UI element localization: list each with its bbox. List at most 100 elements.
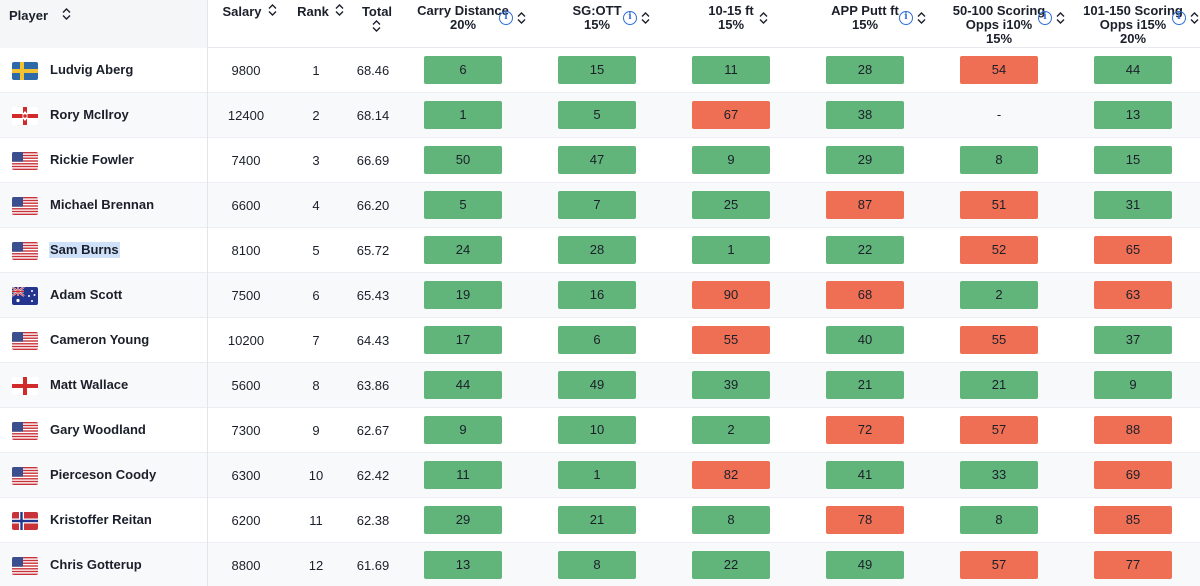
stat-value-cell: 9 (424, 416, 502, 444)
player-name[interactable]: Gary Woodland (50, 422, 146, 437)
sort-icon[interactable] (268, 4, 277, 16)
player-header-label: Player (9, 8, 49, 23)
table-row[interactable]: Cameron Young 10200 7 64.43 17 6 55 40 55 37 (0, 318, 1200, 363)
stat-value-cell: 6 (558, 326, 636, 354)
player-cell[interactable]: Sam Burns (0, 228, 208, 273)
sort-icon[interactable] (517, 12, 526, 24)
player-name[interactable]: Matt Wallace (50, 377, 129, 392)
player-name[interactable]: Chris Gotterup (50, 557, 142, 572)
player-cell[interactable]: Rickie Fowler (0, 138, 208, 183)
table-row[interactable]: Michael Brennan 6600 4 66.20 5 7 25 87 51 31 (0, 183, 1200, 228)
stat-header-line1: 50-100 Scoring (952, 3, 1046, 18)
stat-header-label: SG:OTT 15% (527, 4, 667, 32)
table-row[interactable]: Rickie Fowler 7400 3 66.69 50 47 9 29 8 15 (0, 138, 1200, 183)
stat-value-cell: 13 (1094, 101, 1172, 129)
player-cell[interactable]: Pierceson Coody (0, 453, 208, 498)
player-name[interactable]: Pierceson Coody (50, 467, 157, 482)
rank-value: 11 (309, 513, 323, 528)
table-row[interactable]: Adam Scott 7500 6 65.43 19 16 90 68 2 63 (0, 273, 1200, 318)
player-cell[interactable]: Gary Woodland (0, 408, 208, 453)
stat-value-cell: 2 (960, 281, 1038, 309)
sort-icon[interactable] (62, 8, 71, 20)
info-icon[interactable]: i (499, 11, 513, 25)
stat-header-cell[interactable]: APP Putt ft 15% i (795, 0, 935, 48)
stat-header-line1: 101-150 Scoring (1083, 3, 1183, 18)
sort-icon[interactable] (1190, 12, 1199, 24)
stat-header-line1: 10-15 ft (708, 3, 754, 18)
stat-header-line2: 15% (583, 17, 611, 32)
total-header-cell[interactable]: Total (358, 0, 398, 48)
stat-value-cell: 37 (1094, 326, 1172, 354)
player-cell[interactable]: Chris Gotterup (0, 543, 208, 586)
table-row[interactable]: Kristoffer Reitan 6200 11 62.38 29 21 8 78 8 85 (0, 498, 1200, 543)
sort-icon[interactable] (759, 12, 768, 24)
table-row[interactable]: Pierceson Coody 6300 10 62.42 11 1 82 41 33 69 (0, 453, 1200, 498)
stat-value-cell: 52 (960, 236, 1038, 264)
stat-header-cell[interactable]: 101-150 Scoring Opps i15% 20% i (1063, 0, 1200, 48)
info-icon[interactable]: i (1038, 11, 1052, 25)
stat-header-line3: 20% (1119, 31, 1147, 46)
stat-header-cell[interactable]: 50-100 Scoring Opps i10% 15% i (929, 0, 1069, 48)
stat-value-cell: 44 (424, 371, 502, 399)
stat-value-cell: 9 (692, 146, 770, 174)
player-cell[interactable]: Rory McIlroy (0, 93, 208, 138)
stat-header-cell[interactable]: Carry Distance 20% i (393, 0, 533, 48)
player-cell[interactable]: Kristoffer Reitan (0, 498, 208, 543)
table-row[interactable]: Ludvig Aberg 9800 1 68.46 6 15 11 28 54 44 (0, 48, 1200, 93)
rank-value: 7 (312, 333, 320, 348)
info-icon[interactable]: i (623, 11, 637, 25)
salary-value: 6200 (231, 513, 261, 528)
stat-value-cell: 85 (1094, 506, 1172, 534)
player-name[interactable]: Sam Burns (49, 242, 120, 258)
total-value: 64.43 (356, 333, 390, 348)
player-name[interactable]: Adam Scott (50, 287, 123, 302)
stat-header-label: 10-15 ft 15% (661, 4, 801, 32)
player-cell[interactable]: Ludvig Aberg (0, 48, 208, 93)
table-row[interactable]: Chris Gotterup 8800 12 61.69 13 8 22 49 57 77 (0, 543, 1200, 586)
total-header-label: Total (361, 4, 393, 19)
stat-value-cell: 2 (692, 416, 770, 444)
player-name[interactable]: Rickie Fowler (50, 152, 134, 167)
salary-header-cell[interactable]: Salary (222, 0, 282, 48)
table-row[interactable]: Rory McIlroy 12400 2 68.14 1 5 67 38 - 13 (0, 93, 1200, 138)
player-name[interactable]: Michael Brennan (50, 197, 155, 212)
sort-icon[interactable] (335, 4, 344, 16)
usa-flag-icon (12, 467, 38, 485)
stat-value-cell: 16 (558, 281, 636, 309)
rank-header-cell[interactable]: Rank (296, 0, 350, 48)
sort-icon[interactable] (372, 20, 381, 32)
salary-value: 10200 (227, 333, 265, 348)
player-header-cell[interactable]: Player (0, 0, 208, 48)
player-name[interactable]: Kristoffer Reitan (50, 512, 152, 527)
player-name[interactable]: Cameron Young (50, 332, 150, 347)
stat-value-cell: 29 (424, 506, 502, 534)
player-name[interactable]: Rory McIlroy (50, 107, 129, 122)
table-row[interactable]: Gary Woodland 7300 9 62.67 9 10 2 72 57 88 (0, 408, 1200, 453)
sort-icon[interactable] (917, 12, 926, 24)
rank-value: 8 (312, 378, 320, 393)
player-cell[interactable]: Cameron Young (0, 318, 208, 363)
stat-header-cell[interactable]: SG:OTT 15% i (527, 0, 667, 48)
stat-header-cell[interactable]: 10-15 ft 15% (661, 0, 801, 48)
stat-value-cell: 24 (424, 236, 502, 264)
sort-icon[interactable] (641, 12, 650, 24)
info-icon[interactable]: i (1172, 11, 1186, 25)
table-header: Player Salary Rank Total Carry Distance 2… (0, 0, 1200, 48)
player-name[interactable]: Ludvig Aberg (50, 62, 134, 77)
table-row[interactable]: Matt Wallace 5600 8 63.86 44 49 39 21 21 9 (0, 363, 1200, 408)
total-value: 65.72 (356, 243, 390, 258)
info-icon[interactable]: i (899, 11, 913, 25)
total-value: 65.43 (356, 288, 390, 303)
stat-value-cell: 19 (424, 281, 502, 309)
stat-value-cell: 25 (692, 191, 770, 219)
stat-value-cell: 65 (1094, 236, 1172, 264)
player-cell[interactable]: Adam Scott (0, 273, 208, 318)
stat-value-cell: 90 (692, 281, 770, 309)
stat-value-cell: 1 (558, 461, 636, 489)
player-cell[interactable]: Michael Brennan (0, 183, 208, 228)
table-row[interactable]: Sam Burns 8100 5 65.72 24 28 1 22 52 65 (0, 228, 1200, 273)
stat-value-cell: 9 (1094, 371, 1172, 399)
stat-value-cell: 41 (826, 461, 904, 489)
player-cell[interactable]: Matt Wallace (0, 363, 208, 408)
sort-icon[interactable] (1056, 12, 1065, 24)
